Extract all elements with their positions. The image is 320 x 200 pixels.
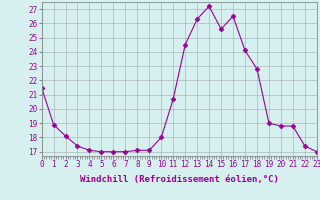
X-axis label: Windchill (Refroidissement éolien,°C): Windchill (Refroidissement éolien,°C) [80, 175, 279, 184]
